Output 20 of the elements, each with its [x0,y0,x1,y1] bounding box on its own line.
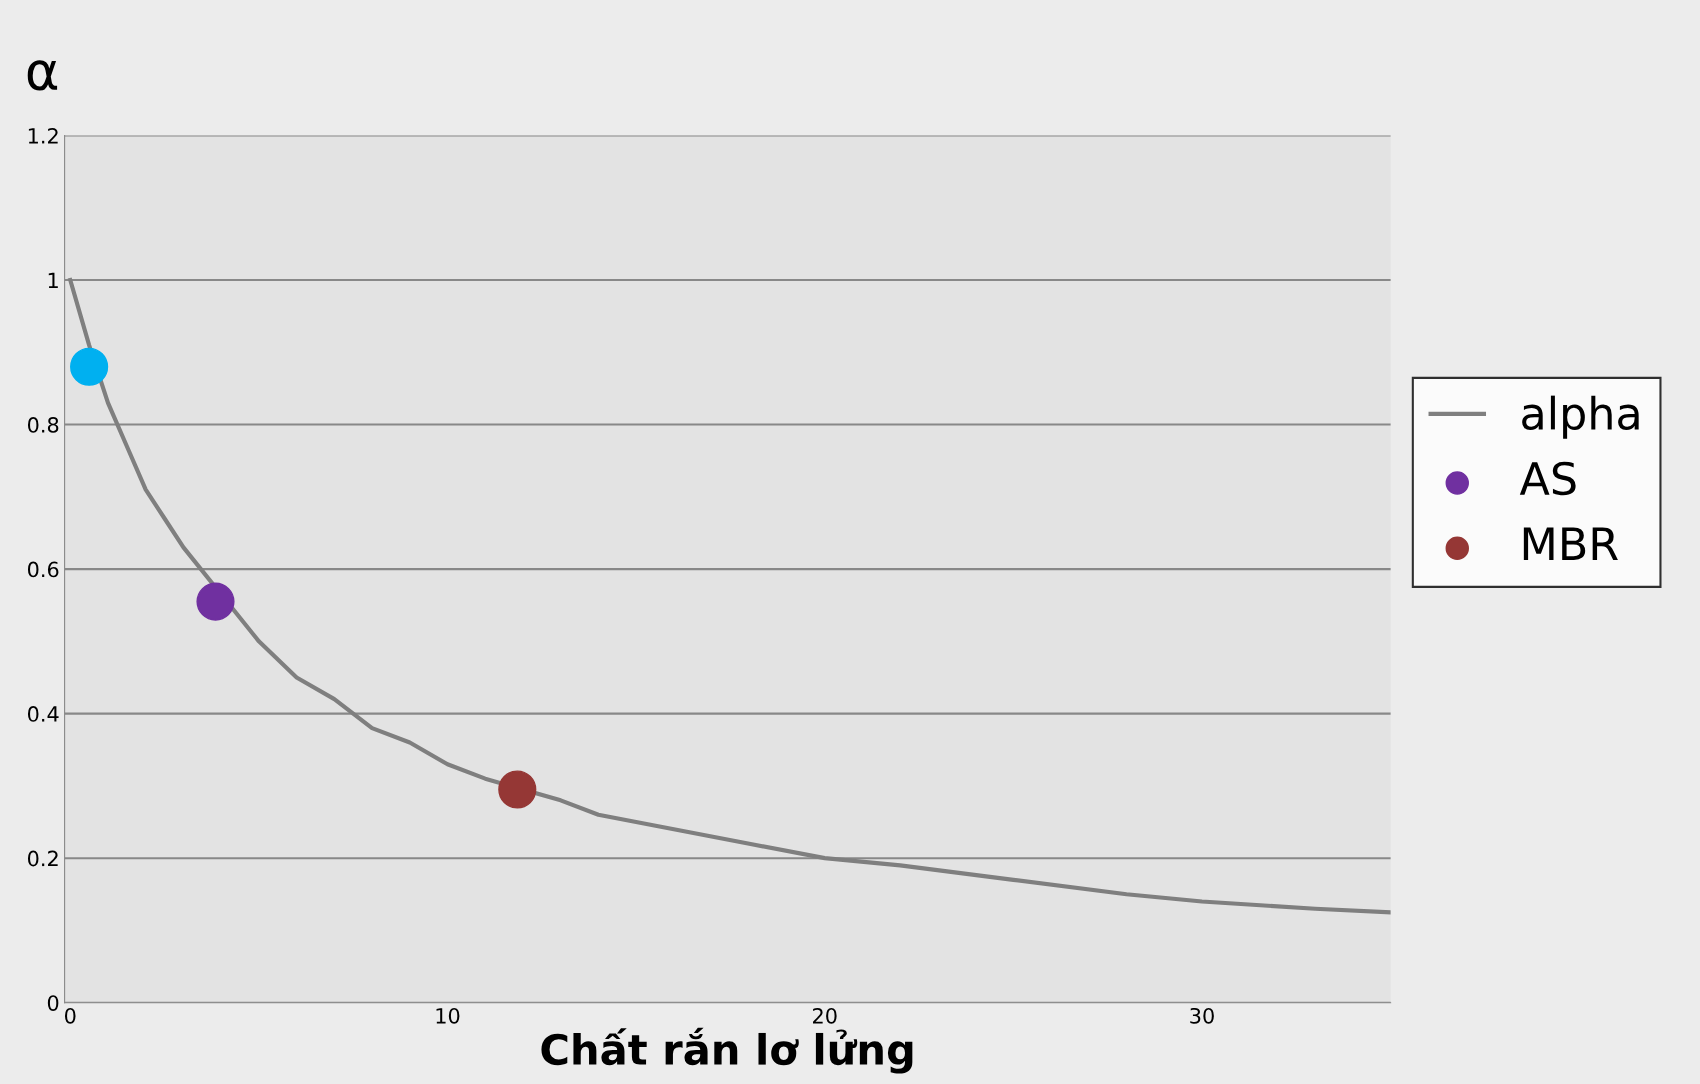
point [196,582,235,621]
legend-label: alpha [1522,395,1639,439]
x-tick-label: 20 [813,1007,837,1024]
x-axis-title: Chất rắn lơ lửng [541,1027,913,1074]
y-tick-label: 1 [48,272,58,288]
legend-label: MBR [1523,527,1618,560]
y-axis-title: α [27,60,58,91]
point [70,347,109,386]
y-tick-label: 0.8 [27,417,59,433]
y-tick-label: 0 [47,995,59,1011]
y-tick-label: 1.2 [28,127,58,144]
y-tick-label: 0.4 [27,706,59,722]
y-tick-label: 0.6 [27,561,59,578]
x-tick-label: 10 [436,1007,460,1024]
y-tick-label: 0.2 [27,850,58,867]
x-tick-label: 0 [65,1007,76,1024]
point [498,770,537,809]
legend-label: AS [1519,461,1576,496]
line-series [68,277,1391,915]
x-tick-label: 30 [1190,1007,1214,1024]
